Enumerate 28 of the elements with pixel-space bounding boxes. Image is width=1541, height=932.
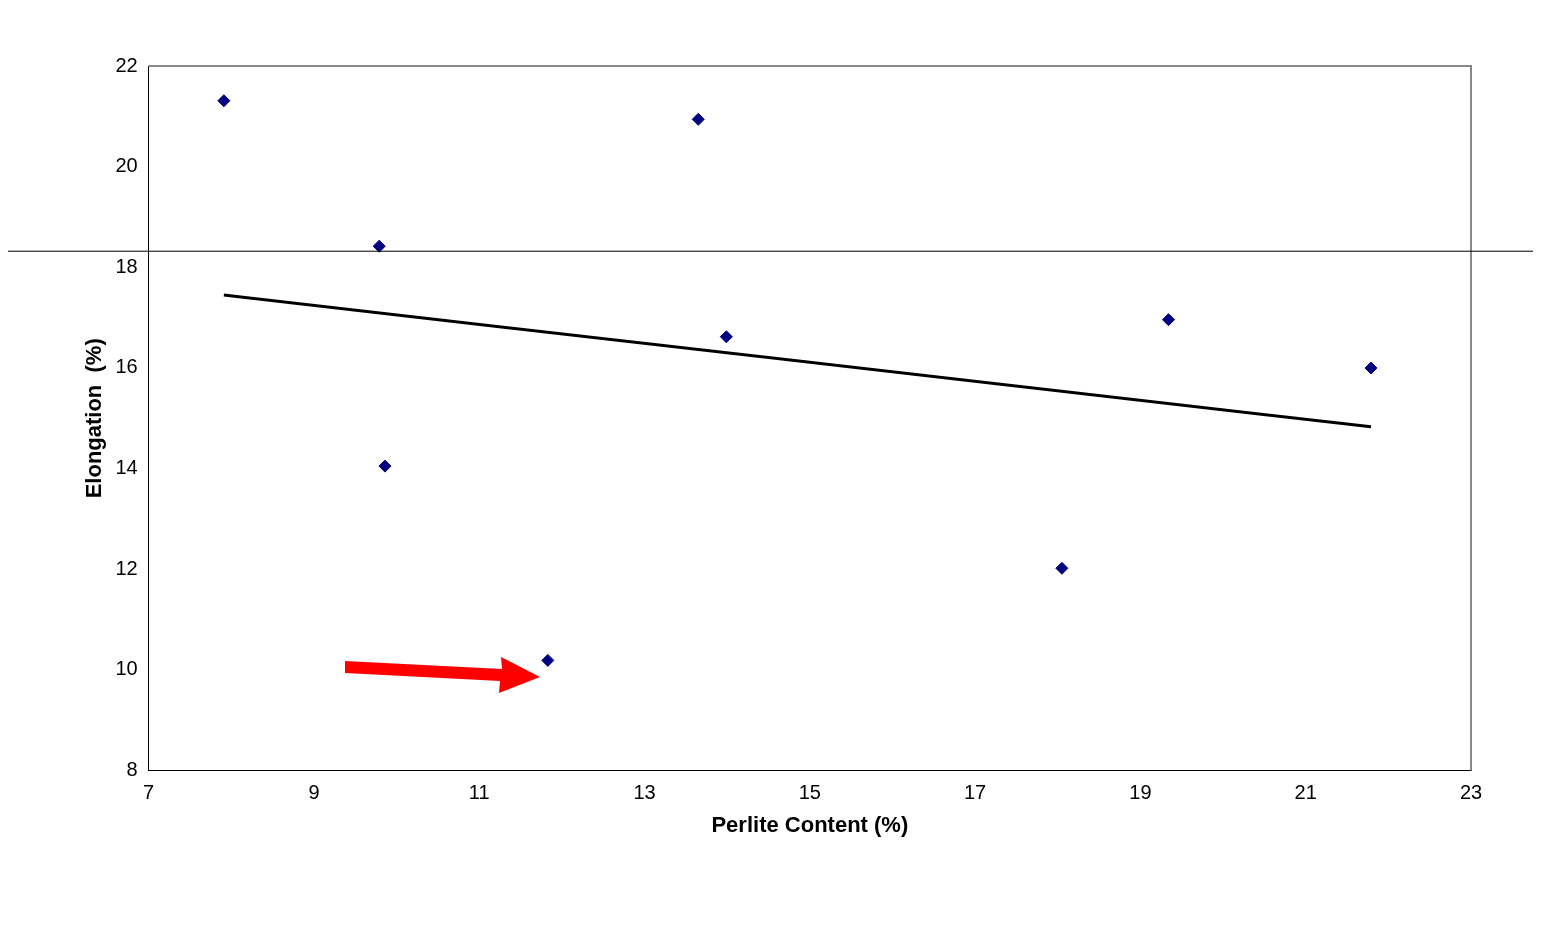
point: [217, 94, 231, 108]
x-tick-label: 17: [963, 781, 987, 804]
point: [541, 653, 555, 667]
x-tick-label: 21: [1294, 781, 1317, 804]
point: [691, 112, 705, 126]
y-tick-label: 22: [115, 53, 138, 76]
x-tick-label: 11: [468, 781, 490, 804]
x-tick-label: 7: [143, 781, 155, 804]
y-tick-label: 14: [115, 456, 138, 479]
y-tick-label: 8: [126, 758, 138, 781]
x-tick-label: 23: [1459, 781, 1483, 804]
x-tick-label: 13: [633, 781, 656, 804]
y-axis-title: Elongation (%): [81, 338, 107, 499]
x-tick-label: 15: [798, 781, 821, 804]
point: [372, 239, 386, 253]
x-axis-title: Perlite Content (%): [711, 811, 909, 837]
y-tick-label: 18: [115, 254, 138, 277]
x-tick-label: 9: [308, 781, 320, 804]
x-tick-label: 19: [1129, 781, 1152, 804]
y-tick-label: 10: [115, 657, 138, 680]
point: [1055, 561, 1069, 575]
y-tick-label: 16: [115, 355, 138, 378]
y-tick-label: 20: [115, 154, 138, 177]
y-tick-label: 12: [115, 556, 138, 579]
point: [378, 459, 392, 473]
point: [719, 330, 733, 344]
point: [1364, 361, 1378, 375]
point: [1162, 313, 1176, 327]
